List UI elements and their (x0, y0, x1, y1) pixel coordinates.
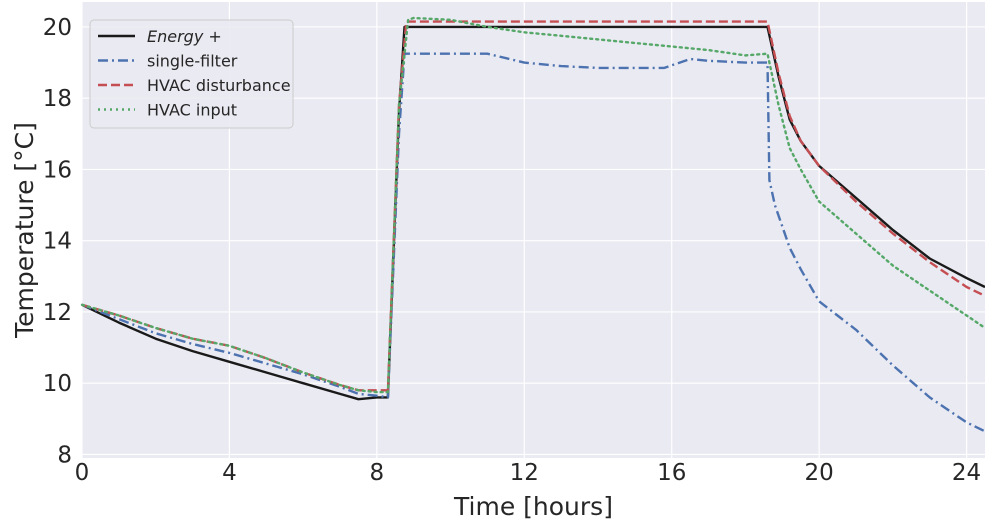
x-tick-label: 20 (805, 460, 834, 486)
series-line-3 (80, 16, 985, 394)
y-tick-label: 12 (43, 300, 72, 326)
legend-label-3: HVAC input (147, 101, 237, 120)
legend: Energy + single-filter HVAC disturbance HVA… (89, 19, 294, 129)
legend-label-2: HVAC disturbance (147, 76, 291, 95)
y-axis-label: Temperature [°C] (10, 122, 39, 339)
legend-label-1: single-filter (147, 52, 238, 71)
series-line-1 (81, 52, 985, 433)
legend-label-0: Energy + (147, 27, 222, 46)
series-lines (80, 16, 985, 433)
x-tick-label: 4 (222, 460, 237, 486)
legend-box (89, 19, 294, 129)
x-tick-label: 0 (75, 460, 90, 486)
x-tick-label: 16 (657, 460, 686, 486)
y-tick-label: 18 (43, 86, 72, 112)
y-tick-label: 8 (57, 442, 72, 468)
y-tick-label: 20 (43, 15, 72, 41)
y-tick-labels: 8 10 12 14 16 18 20 (43, 15, 72, 469)
x-tick-labels: 0 4 8 12 16 20 24 (75, 460, 982, 486)
x-axis-label: Time [hours] (453, 492, 613, 520)
x-tick-label: 12 (510, 460, 539, 486)
y-tick-label: 10 (43, 371, 72, 397)
series-line-0 (81, 25, 985, 401)
series-line-2 (81, 20, 985, 392)
y-tick-label: 16 (43, 157, 72, 183)
x-tick-label: 8 (370, 460, 385, 486)
x-tick-label: 24 (952, 460, 981, 486)
y-tick-label: 14 (43, 229, 72, 255)
